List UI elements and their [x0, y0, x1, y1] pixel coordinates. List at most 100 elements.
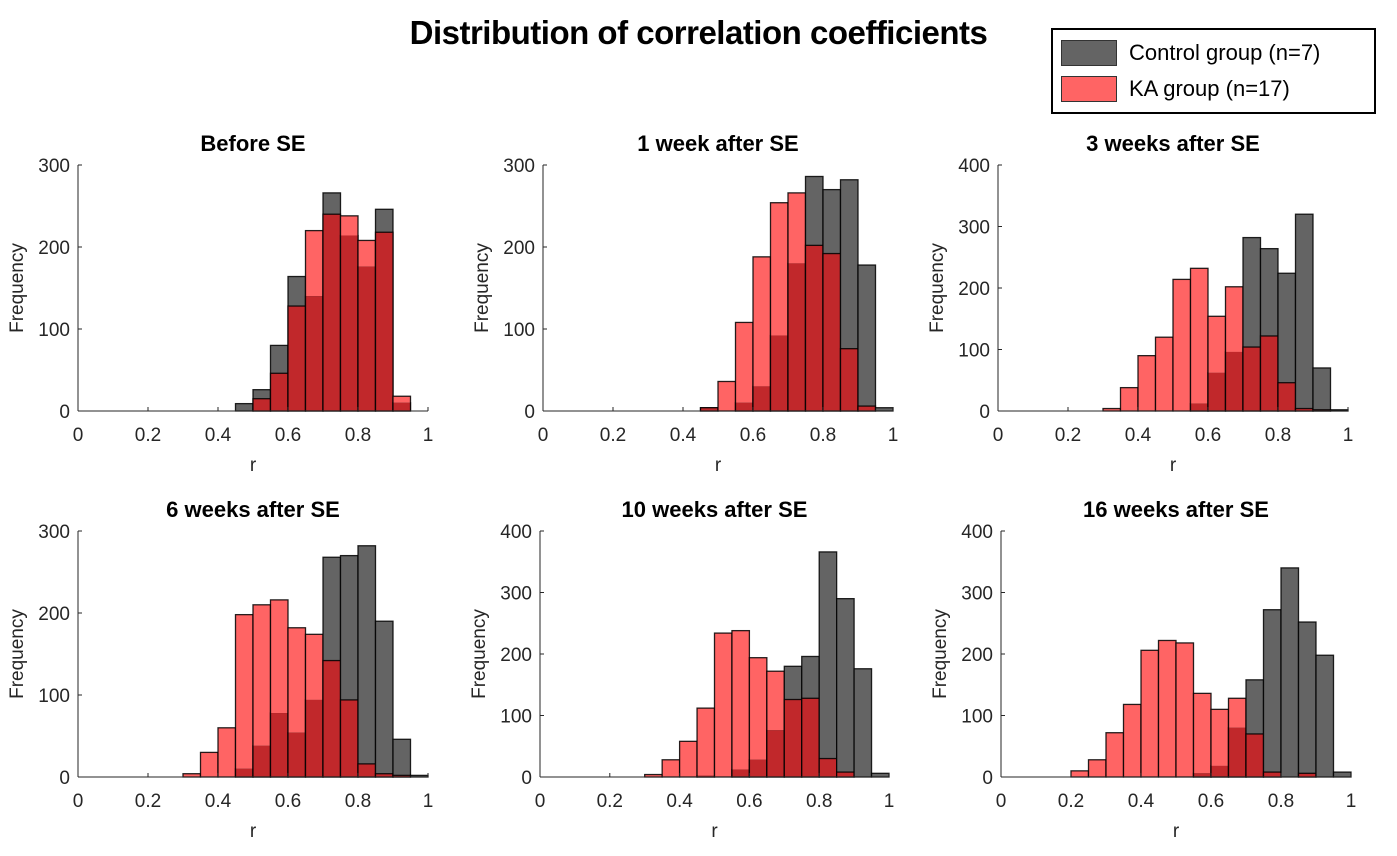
panel-title: 3 weeks after SE: [1086, 131, 1260, 156]
bar-overlap: [788, 263, 806, 411]
x-axis-label: r: [250, 821, 257, 842]
bar-overlap: [801, 698, 820, 777]
bar-ka: [697, 708, 715, 776]
x-tick-label: 0.8: [345, 791, 371, 812]
histogram-panel: 6 weeks after SE 0 0.2 0.4 0.6 0.8 1 0 100 200 300…: [7, 497, 433, 842]
x-tick-label: 1: [888, 425, 899, 446]
x-tick-label: 0.6: [1195, 425, 1221, 446]
bar-overlap: [1298, 773, 1316, 777]
bar-overlap: [235, 768, 253, 777]
bar-control: [1332, 771, 1352, 778]
bar-overlap: [840, 348, 858, 411]
y-tick-label: 300: [500, 584, 532, 605]
bar-ka: [1120, 387, 1138, 411]
x-tick-label: 0.2: [600, 425, 626, 446]
bar-overlap: [766, 730, 785, 777]
y-axis-label: Frequency: [472, 243, 493, 333]
bar-control: [357, 545, 377, 778]
y-tick-label: 100: [958, 341, 990, 362]
x-tick-label: 0.4: [666, 791, 693, 812]
bar-overlap: [753, 386, 771, 411]
bar-overlap: [253, 745, 271, 777]
x-tick-label: 0.2: [1058, 791, 1084, 812]
x-tick-label: 0: [73, 791, 84, 812]
bar-overlap: [305, 699, 323, 777]
bar-overlap: [288, 306, 306, 411]
y-tick-label: 200: [38, 238, 70, 259]
bar-control: [818, 551, 838, 778]
bar-overlap: [340, 699, 358, 777]
bar-control: [374, 620, 394, 778]
bar-ka: [1088, 759, 1106, 777]
bar-ka: [1158, 640, 1176, 777]
x-tick-label: 0.2: [135, 791, 161, 812]
bar-overlap: [270, 373, 288, 411]
bar-ka: [305, 230, 323, 297]
bar-ka: [753, 256, 771, 387]
x-tick-label: 0.6: [275, 425, 301, 446]
bar-overlap: [1278, 382, 1296, 411]
bar-control: [1262, 609, 1282, 778]
bar-ka: [1190, 268, 1208, 404]
x-tick-label: 0.6: [275, 791, 301, 812]
x-tick-label: 0.8: [1265, 425, 1291, 446]
bar-overlap: [358, 266, 376, 411]
bar-overlap: [1190, 403, 1208, 411]
bar-ka: [770, 202, 788, 336]
y-tick-label: 200: [961, 645, 993, 666]
bar-control: [870, 772, 890, 778]
x-axis-label: r: [711, 821, 718, 842]
legend-label-ka: KA group (n=17): [1129, 76, 1290, 101]
y-tick-label: 100: [961, 707, 993, 728]
bar-ka: [662, 759, 680, 777]
x-tick-label: 1: [1346, 791, 1357, 812]
legend-label-control: Control group (n=7): [1129, 40, 1321, 65]
y-tick-label: 0: [982, 768, 993, 789]
bar-overlap: [836, 772, 855, 777]
y-tick-label: 300: [503, 156, 535, 177]
bar-ka: [1106, 732, 1124, 777]
legend: Control group (n=7) KA group (n=17): [1051, 28, 1376, 114]
bar-overlap: [858, 406, 876, 411]
bar-overlap: [700, 407, 718, 411]
x-tick-label: 0.4: [1128, 791, 1155, 812]
panel-title: Before SE: [200, 131, 305, 156]
bar-ka: [644, 774, 663, 777]
y-tick-label: 400: [961, 522, 993, 543]
bar-overlap: [819, 758, 837, 777]
bar-overlap: [1243, 347, 1261, 411]
bar-ka: [358, 240, 376, 267]
bar-overlap: [784, 699, 802, 777]
bar-overlap: [770, 335, 788, 411]
bar-overlap: [749, 759, 767, 777]
bar-ka: [1103, 408, 1121, 411]
bar-overlap: [1208, 372, 1226, 411]
bar-ka: [393, 396, 411, 403]
bar-control: [1294, 213, 1314, 412]
bar-control: [857, 264, 877, 412]
bar-ka: [218, 727, 236, 777]
bar-ka: [749, 657, 767, 760]
x-axis-label: r: [250, 455, 257, 476]
x-tick-label: 0.6: [1198, 791, 1224, 812]
bar-ka: [1173, 279, 1191, 411]
y-tick-label: 400: [500, 522, 532, 543]
bar-control: [1280, 567, 1300, 778]
y-tick-label: 100: [500, 707, 532, 728]
bar-overlap: [375, 232, 393, 411]
y-tick-label: 200: [500, 645, 532, 666]
x-tick-label: 0.8: [810, 425, 836, 446]
bar-control: [1315, 654, 1335, 778]
bar-overlap: [1211, 765, 1229, 777]
y-tick-label: 400: [958, 156, 990, 177]
bar-ka: [1193, 693, 1211, 774]
y-axis-label: Frequency: [7, 243, 28, 333]
legend-item-ka: KA group (n=17): [1061, 74, 1290, 104]
x-tick-label: 0: [538, 425, 549, 446]
bar-overlap: [1228, 727, 1246, 777]
bar-ka: [288, 627, 306, 733]
histogram-panel: 16 weeks after SE 0 0.2 0.4 0.6 0.8 1 0 100 200 30…: [930, 497, 1356, 842]
x-tick-label: 0.4: [205, 791, 232, 812]
bar-ka: [1228, 698, 1246, 728]
